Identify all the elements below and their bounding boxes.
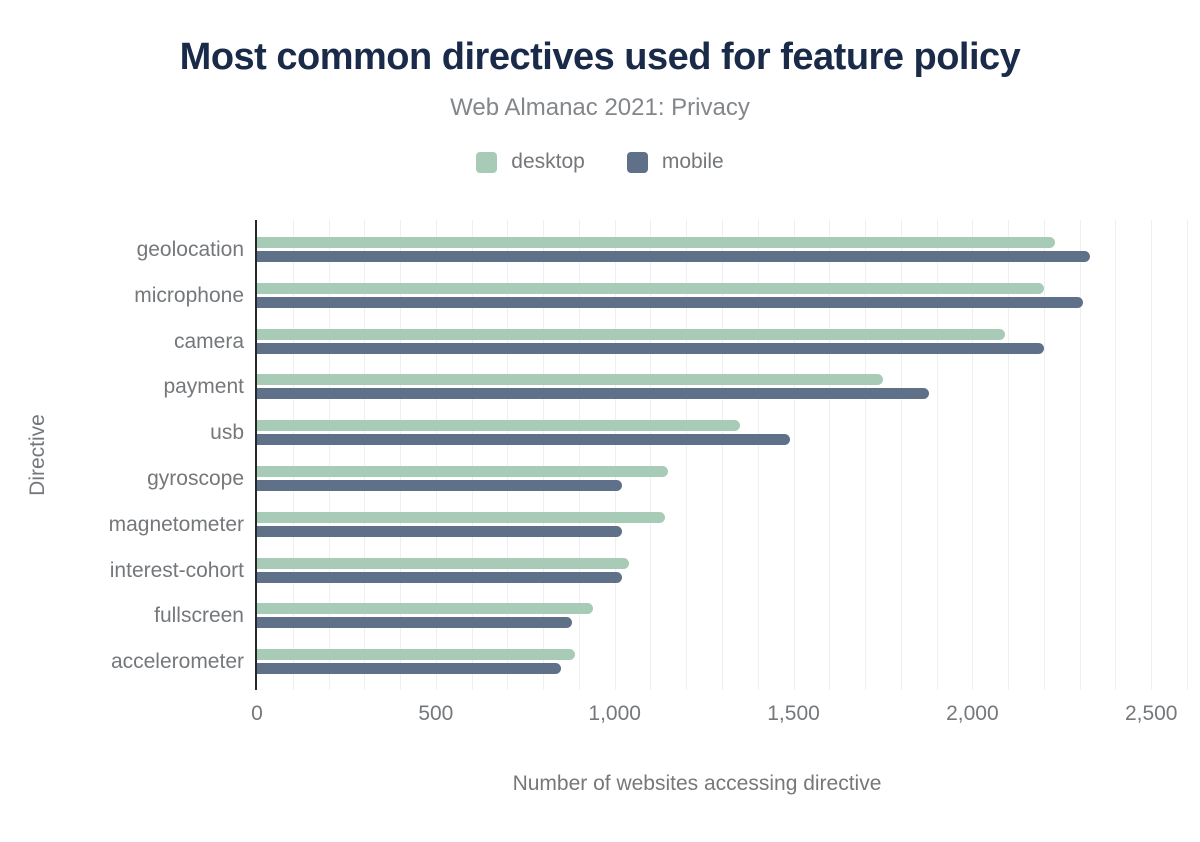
gridline (865, 220, 867, 690)
bar-mobile-camera (257, 342, 1044, 354)
y-axis-title: Directive (26, 414, 49, 496)
x-tick-label-2500: 2,500 (1124, 702, 1178, 725)
bar-desktop-usb (257, 420, 740, 432)
legend-label-mobile: mobile (661, 150, 724, 173)
bar-mobile-interest-cohort (257, 571, 622, 583)
gridline (543, 220, 545, 690)
bar-desktop-camera (257, 328, 1005, 340)
category-label-fullscreen: fullscreen (154, 604, 244, 628)
gridline (972, 220, 974, 690)
gridline (650, 220, 652, 690)
bar-mobile-geolocation (257, 251, 1091, 262)
category-label-gyroscope: gyroscope (147, 467, 244, 490)
gridline (400, 220, 402, 690)
bar-mobile-gyroscope (257, 480, 622, 491)
gridline (686, 220, 688, 690)
desktop-swatch-icon (476, 151, 498, 173)
bar-mobile-payment (257, 388, 930, 400)
chart-subtitle: Web Almanac 2021: Privacy (450, 94, 750, 121)
category-label-accelerometer: accelerometer (110, 650, 244, 674)
gridline (936, 220, 938, 690)
gridline (328, 220, 330, 690)
bar-desktop-geolocation (257, 237, 1055, 248)
category-label-usb: usb (210, 421, 244, 445)
x-tick-label-2000: 2,000 (946, 702, 999, 725)
bar-desktop-fullscreen (257, 603, 594, 615)
legend-label-desktop: desktop (511, 150, 585, 173)
chart-title: Most common directives used for feature … (179, 36, 1021, 78)
gridline (1079, 220, 1081, 690)
category-label-interest-cohort: interest-cohort (109, 558, 244, 582)
gridline (1187, 220, 1188, 690)
bar-desktop-gyroscope (257, 466, 669, 477)
category-label-payment: payment (163, 375, 244, 399)
bar-mobile-magnetometer (257, 525, 622, 537)
gridline (364, 220, 366, 690)
category-label-magnetometer: magnetometer (108, 512, 244, 536)
y-axis-line (255, 220, 257, 690)
legend-item-desktop: desktop (476, 150, 585, 174)
gridline (578, 220, 580, 690)
bar-desktop-magnetometer (257, 511, 665, 523)
gridline (1151, 220, 1153, 690)
x-tick-label-1500: 1,500 (767, 702, 820, 725)
gridline (292, 220, 294, 690)
gridline (900, 220, 902, 690)
gridline (471, 220, 473, 690)
bar-mobile-accelerometer (257, 663, 562, 675)
bar-mobile-usb (257, 434, 790, 446)
category-label-microphone: microphone (134, 283, 244, 307)
plot-area: geolocation microphone camera payment usb gyr… (109, 220, 1188, 725)
gridline (507, 220, 509, 690)
bar-mobile-fullscreen (257, 617, 572, 629)
bar-desktop-accelerometer (257, 649, 576, 661)
bar-mobile-microphone (257, 296, 1084, 308)
gridline (829, 220, 831, 690)
x-axis-title: Number of websites accessing directive (512, 772, 882, 795)
gridline (1043, 220, 1045, 690)
gridline (793, 220, 795, 690)
gridline (757, 220, 759, 690)
x-tick-label-1000: 1,000 (588, 702, 641, 725)
gridline (722, 220, 723, 690)
legend: desktop mobile (0, 150, 1200, 174)
mobile-swatch-icon (626, 151, 648, 173)
bar-desktop-payment (257, 374, 883, 386)
gridline (1115, 220, 1117, 690)
gridline (1008, 220, 1010, 690)
x-tick-label-0: 0 (251, 702, 263, 725)
gridline (435, 220, 437, 690)
bar-desktop-interest-cohort (257, 557, 629, 569)
x-tick-label-500: 500 (418, 702, 454, 725)
category-label-camera: camera (173, 329, 244, 353)
bar-desktop-microphone (257, 282, 1044, 294)
gridline (614, 220, 616, 690)
legend-item-mobile: mobile (626, 150, 724, 174)
category-label-geolocation: geolocation (136, 238, 244, 261)
